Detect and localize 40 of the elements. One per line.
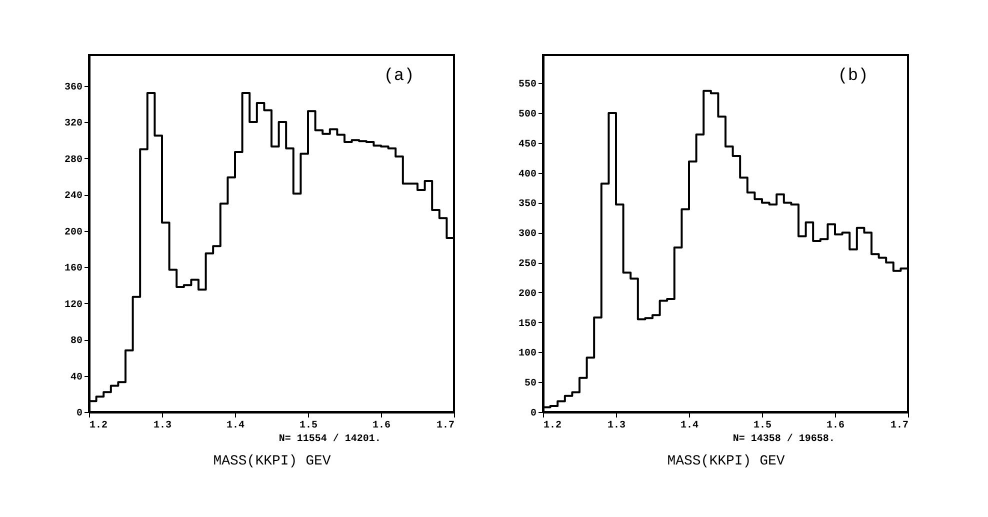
y-tick-label: 450 <box>518 139 536 150</box>
y-tick-label: 50 <box>524 378 536 390</box>
y-tick-label: 280 <box>64 154 82 166</box>
x-tick-label: 1.6 <box>372 420 391 432</box>
x-axis-title: MASS(KKPI) GEV <box>667 454 786 470</box>
x-tick-label: 1.4 <box>226 420 245 432</box>
x-tick-label: 1.2 <box>90 420 108 432</box>
y-tick-label: 150 <box>518 318 536 330</box>
y-tick-label: 550 <box>518 80 536 91</box>
y-tick-label: 0 <box>76 408 82 420</box>
y-tick-label: 100 <box>518 348 536 360</box>
y-tick-label: 500 <box>518 110 536 121</box>
annotation: (a) <box>384 67 414 86</box>
y-tick-label: 360 <box>64 82 82 94</box>
annotation: (b) <box>838 67 868 86</box>
x-tick-label: 1.5 <box>299 420 318 432</box>
x-tick-label: 1.4 <box>680 420 699 432</box>
y-tick-label: 160 <box>64 264 82 275</box>
x-tick-label: 1.6 <box>826 420 845 432</box>
x-tick-label: 1.7 <box>436 420 454 432</box>
text: N= 11554 / 14201. <box>278 433 381 445</box>
y-tick-label: 250 <box>518 259 536 270</box>
y-tick-label: 0 <box>530 408 536 420</box>
y-tick-label: 80 <box>70 336 82 348</box>
y-tick-label: 300 <box>518 229 536 240</box>
y-tick-label: 240 <box>64 191 82 202</box>
x-axis-title: MASS(KKPI) GEV <box>213 454 332 470</box>
x-tick-label: 1.3 <box>607 420 626 432</box>
y-tick-label: 400 <box>518 169 536 180</box>
x-tick-label: 1.3 <box>153 420 172 432</box>
y-tick-label: 200 <box>518 288 536 300</box>
y-tick-label: 120 <box>64 300 82 311</box>
y-tick-label: 350 <box>518 199 536 210</box>
y-tick-label: 200 <box>64 227 82 238</box>
y-tick-label: 320 <box>64 118 82 130</box>
text: N= 14358 / 19658. <box>732 433 835 445</box>
x-tick-label: 1.5 <box>753 420 772 432</box>
y-tick-label: 40 <box>70 372 82 384</box>
x-tick-label: 1.2 <box>544 420 562 432</box>
x-tick-label: 1.7 <box>890 420 908 432</box>
